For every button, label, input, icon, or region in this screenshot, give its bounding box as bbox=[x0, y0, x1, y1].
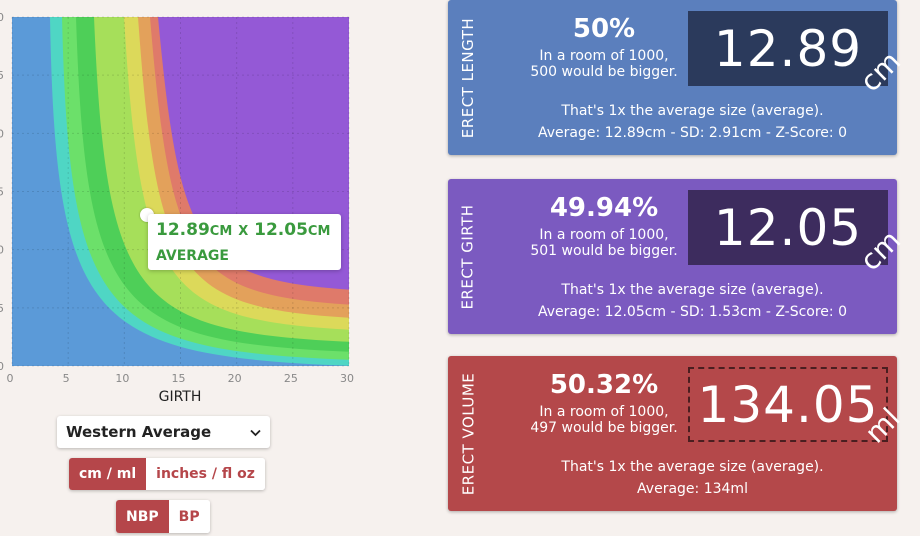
girth-card-side: ERECT GIRTH bbox=[448, 179, 488, 334]
preset-select-value: Western Average bbox=[66, 423, 212, 441]
tooltip-length-unit: CM bbox=[209, 224, 233, 239]
x-tick-label: 15 bbox=[172, 372, 186, 385]
y-tick-label: 0 bbox=[0, 244, 4, 257]
preset-select[interactable]: Western Average bbox=[57, 416, 270, 448]
length-room-line1: In a room of 1000, bbox=[539, 48, 669, 64]
tooltip-girth-unit: CM bbox=[307, 224, 331, 239]
girth-description: That's 1x the average size (average). bbox=[561, 282, 824, 298]
x-tick-label: 25 bbox=[284, 372, 298, 385]
tooltip-separator: X bbox=[238, 224, 249, 239]
girth-room-line1: In a room of 1000, bbox=[539, 227, 669, 243]
length-description: That's 1x the average size (average). bbox=[561, 103, 824, 119]
length-stats: Average: 12.89cm - SD: 2.91cm - Z-Score:… bbox=[538, 125, 847, 141]
girth-card-title: ERECT GIRTH bbox=[459, 203, 478, 310]
mode-option-bp[interactable]: BP bbox=[168, 500, 210, 533]
girth-card: ERECT GIRTH 49.94% In a room of 1000, 50… bbox=[448, 179, 907, 334]
chevron-down-icon bbox=[250, 423, 261, 441]
band-blue bbox=[12, 17, 349, 366]
x-tick-label: 30 bbox=[340, 372, 354, 385]
units-option-imperial[interactable]: inches / fl oz bbox=[146, 458, 265, 490]
length-value: 12.89 bbox=[713, 19, 863, 78]
length-card: ERECT LENGTH 50% In a room of 1000, 500 … bbox=[448, 0, 907, 155]
volume-card-side: ERECT VOLUME bbox=[448, 356, 488, 511]
chart-tooltip: 12.89CM X 12.05CM AVERAGE bbox=[148, 214, 341, 270]
length-value-box: 12.89 cm bbox=[688, 11, 907, 98]
girth-room-line2: 501 would be bigger. bbox=[530, 243, 678, 259]
length-card-title: ERECT LENGTH bbox=[459, 17, 477, 138]
x-tick-label: 10 bbox=[115, 372, 129, 385]
tooltip-girth-value: 12.05 bbox=[254, 220, 308, 240]
size-chart[interactable]: 0 5 10 15 20 25 30 0 5 0 5 0 5 0 GIRTH 12.89CM X 12.0… bbox=[0, 0, 370, 410]
tooltip-length-value: 12.89 bbox=[156, 220, 210, 240]
units-toggle: cm / ml inches / fl oz bbox=[69, 458, 265, 490]
y-tick-label: 0 bbox=[0, 11, 4, 24]
size-chart-plot[interactable]: 0 5 10 15 20 25 30 0 5 0 5 0 5 0 GIRTH bbox=[0, 0, 370, 410]
y-tick-label: 5 bbox=[0, 302, 4, 315]
volume-card-title: ERECT VOLUME bbox=[459, 372, 478, 495]
volume-value: 134.05 bbox=[697, 375, 879, 434]
girth-room-text: In a room of 1000, 501 would be bigger. bbox=[494, 227, 714, 259]
girth-value-box: 12.05 cm bbox=[688, 190, 907, 277]
x-tick-label: 0 bbox=[7, 372, 14, 385]
girth-value: 12.05 bbox=[713, 198, 863, 257]
x-tick-label: 5 bbox=[63, 372, 70, 385]
y-tick-label: 0 bbox=[0, 127, 4, 140]
girth-stats: Average: 12.05cm - SD: 1.53cm - Z-Score:… bbox=[538, 304, 847, 320]
y-tick-label: 0 bbox=[0, 360, 4, 373]
volume-percentile: 50.32% bbox=[549, 370, 659, 400]
mode-option-nbp[interactable]: NBP bbox=[116, 500, 169, 533]
length-percentile: 50% bbox=[572, 14, 636, 44]
band-teal bbox=[12, 17, 349, 366]
length-room-line2: 500 would be bigger. bbox=[530, 64, 678, 80]
volume-room-line2: 497 would be bigger. bbox=[530, 420, 678, 436]
units-option-metric[interactable]: cm / ml bbox=[69, 458, 147, 490]
tooltip-label: AVERAGE bbox=[156, 248, 229, 264]
volume-room-text: In a room of 1000, 497 would be bigger. bbox=[494, 404, 714, 436]
length-card-side: ERECT LENGTH bbox=[448, 0, 488, 155]
mode-toggle: NBP BP bbox=[116, 500, 210, 533]
y-tick-label: 5 bbox=[0, 69, 4, 82]
x-tick-label: 20 bbox=[228, 372, 242, 385]
volume-stats: Average: 134ml bbox=[637, 481, 748, 497]
tooltip-measurement: 12.89CM X 12.05CM bbox=[156, 220, 331, 240]
length-room-text: In a room of 1000, 500 would be bigger. bbox=[494, 48, 714, 80]
volume-value-box: 134.05 ml bbox=[688, 367, 907, 450]
volume-description: That's 1x the average size (average). bbox=[561, 459, 824, 475]
y-tick-label: 5 bbox=[0, 186, 4, 199]
girth-percentile: 49.94% bbox=[549, 193, 659, 223]
x-axis-title: GIRTH bbox=[159, 389, 202, 405]
volume-card: ERECT VOLUME 50.32% In a room of 1000, 4… bbox=[448, 356, 907, 511]
volume-room-line1: In a room of 1000, bbox=[539, 404, 669, 420]
